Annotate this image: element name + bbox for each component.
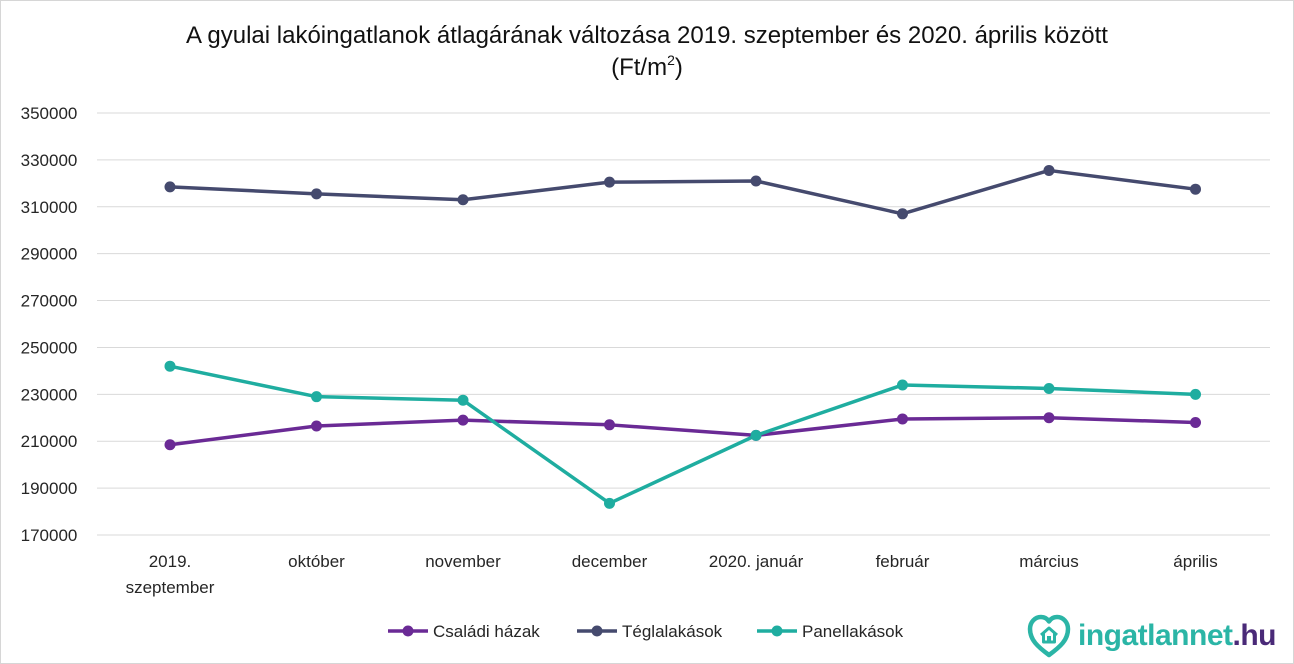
x-tick-label: március — [1019, 552, 1079, 571]
y-tick-label: 350000 — [21, 104, 78, 123]
data-point — [311, 420, 322, 432]
x-tick-label: 2020. január — [709, 552, 804, 571]
legend-label: Panellakások — [802, 622, 904, 641]
data-point — [457, 414, 469, 426]
data-point — [750, 429, 762, 441]
y-tick-label: 230000 — [21, 385, 78, 404]
x-tick-label: december — [572, 552, 648, 571]
series-line-1 — [168, 168, 1198, 216]
x-tick-label: november — [425, 552, 501, 571]
data-point — [897, 379, 908, 391]
y-tick-label: 270000 — [21, 292, 78, 311]
gridlines — [97, 112, 1270, 536]
legend-label: Téglalakások — [622, 622, 723, 641]
y-axis: 350000 330000 310000 290000 270000 250000 2300… — [21, 104, 78, 545]
legend-marker — [591, 625, 603, 637]
x-tick-label: február — [876, 552, 930, 571]
data-point — [750, 175, 762, 187]
y-tick-label: 290000 — [21, 245, 78, 264]
chart-title-unit-close: ) — [674, 54, 683, 81]
data-point — [1043, 412, 1055, 424]
data-point — [604, 497, 615, 509]
x-axis: 2019. szeptember október november december 20… — [126, 552, 1218, 597]
x-tick-label: 2019. — [149, 552, 192, 571]
data-point — [1190, 183, 1201, 195]
y-tick-label: 310000 — [21, 198, 78, 217]
legend-label: Családi házak — [433, 622, 540, 641]
series-line-0 — [168, 416, 1198, 447]
data-point — [604, 176, 615, 188]
data-point — [1190, 416, 1201, 428]
chart-title-unit: (Ft/m2) — [0, 52, 1294, 84]
data-point — [897, 413, 908, 425]
y-tick-label: 190000 — [21, 479, 78, 498]
y-tick-label: 330000 — [21, 151, 78, 170]
data-point — [457, 394, 469, 406]
data-point — [1043, 164, 1055, 176]
brand-tld: .hu — [1232, 619, 1277, 652]
y-tick-label: 170000 — [21, 526, 78, 545]
chart-title-line1: A gyulai lakóingatlanok átlagárának vált… — [186, 22, 1108, 49]
data-point — [604, 419, 615, 431]
y-tick-label: 210000 — [21, 432, 78, 451]
data-point — [311, 188, 322, 200]
legend-marker — [771, 625, 783, 637]
data-point — [457, 194, 469, 206]
legend-marker — [402, 625, 414, 637]
data-point — [164, 181, 176, 193]
data-point — [311, 391, 322, 403]
data-point — [1190, 388, 1201, 400]
brand-wordmark: ingatlannet.hu — [1078, 619, 1277, 653]
brand-name: ingatlannet — [1078, 619, 1233, 652]
data-point — [164, 439, 176, 451]
series-lines — [168, 168, 1198, 506]
legend: Családi házak Téglalakások Panellakások — [388, 622, 904, 641]
y-tick-label: 250000 — [21, 338, 78, 357]
data-point — [1043, 382, 1055, 394]
chart-title: A gyulai lakóingatlanok átlagárának vált… — [0, 20, 1294, 84]
heart-house-icon — [1026, 613, 1072, 659]
chart-title-unit-sup: 2 — [667, 52, 675, 68]
series-line-2 — [168, 364, 1198, 506]
chart-title-unit-base: (Ft/m — [611, 54, 668, 81]
data-point — [164, 360, 176, 372]
x-tick-label: szeptember — [126, 578, 215, 597]
brand-logo: ingatlannet.hu — [1026, 612, 1277, 660]
data-point — [897, 208, 908, 220]
x-tick-label: október — [288, 552, 345, 571]
x-tick-label: április — [1173, 552, 1217, 571]
series-points — [164, 164, 1201, 509]
